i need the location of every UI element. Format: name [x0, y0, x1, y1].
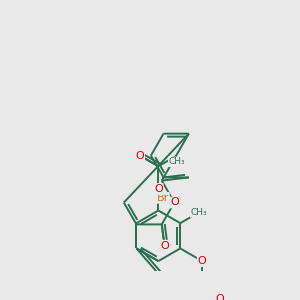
- Text: O: O: [170, 197, 179, 208]
- Text: CH₃: CH₃: [190, 208, 207, 217]
- Text: O: O: [135, 151, 144, 160]
- Text: O: O: [198, 256, 206, 266]
- Text: Br: Br: [157, 193, 169, 203]
- Text: CH₃: CH₃: [169, 157, 185, 166]
- Text: O: O: [215, 294, 224, 300]
- Text: O: O: [160, 241, 169, 251]
- Text: O: O: [154, 184, 163, 194]
